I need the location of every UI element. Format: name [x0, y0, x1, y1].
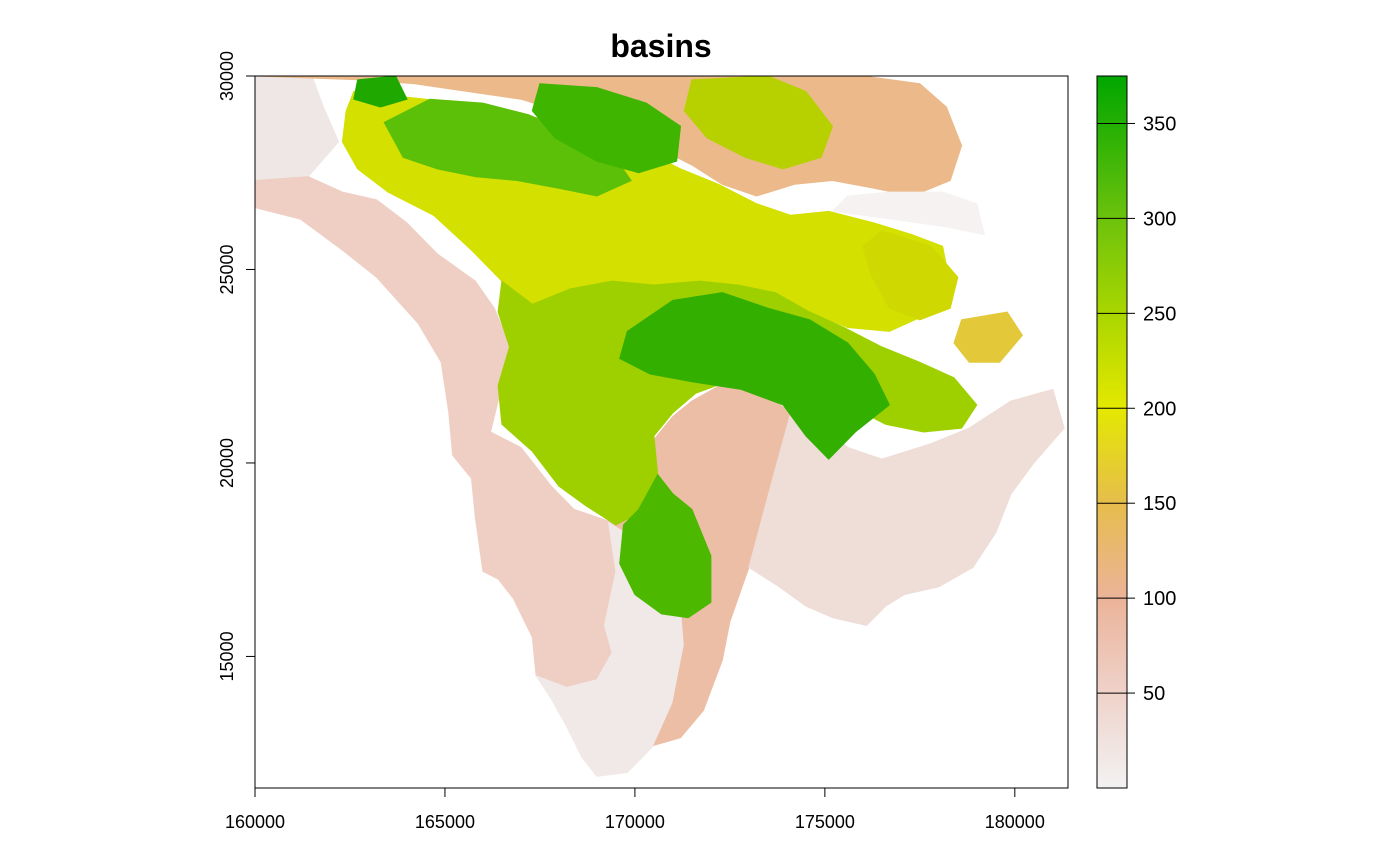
- basin-region-16: [353, 76, 408, 108]
- basin-region-15: [953, 311, 1024, 363]
- basin-region-9: [619, 292, 891, 460]
- x-tick-label: 165000: [415, 812, 475, 832]
- raster-map: [255, 76, 1065, 777]
- y-axis: 15000 20000 25000 30000: [217, 51, 256, 681]
- basin-region-11: [531, 83, 682, 174]
- basin-region-8: [619, 473, 712, 619]
- legend-tick-label: 200: [1143, 398, 1176, 420]
- legend-color-bar: [1097, 76, 1127, 788]
- map-title: basins: [610, 28, 711, 64]
- legend-tick-label: 350: [1143, 113, 1176, 135]
- x-tick-label: 170000: [605, 812, 665, 832]
- x-tick-label: 175000: [795, 812, 855, 832]
- y-tick-label: 25000: [217, 244, 237, 294]
- basin-region-0: [255, 76, 340, 182]
- basin-region-13: [831, 191, 986, 236]
- basin-region-14: [862, 230, 959, 321]
- legend-tick-label: 100: [1143, 588, 1176, 610]
- x-tick-label: 180000: [985, 812, 1045, 832]
- x-axis: 160000 165000 170000 175000 180000: [225, 787, 1045, 832]
- color-legend: 50 100 150 200 250 300 350: [1096, 75, 1176, 789]
- legend-tick-label: 300: [1143, 208, 1176, 230]
- basin-region-12: [683, 76, 834, 170]
- x-tick-label: 160000: [225, 812, 285, 832]
- basin-region-10: [383, 98, 632, 197]
- y-tick-label: 15000: [217, 631, 237, 681]
- y-tick-label: 20000: [217, 438, 237, 488]
- legend-frame: [1096, 75, 1128, 789]
- legend-tick-label: 150: [1143, 493, 1176, 515]
- y-tick-label: 30000: [217, 51, 237, 101]
- legend-tick-label: 50: [1143, 683, 1165, 705]
- legend-tick-label: 250: [1143, 303, 1176, 325]
